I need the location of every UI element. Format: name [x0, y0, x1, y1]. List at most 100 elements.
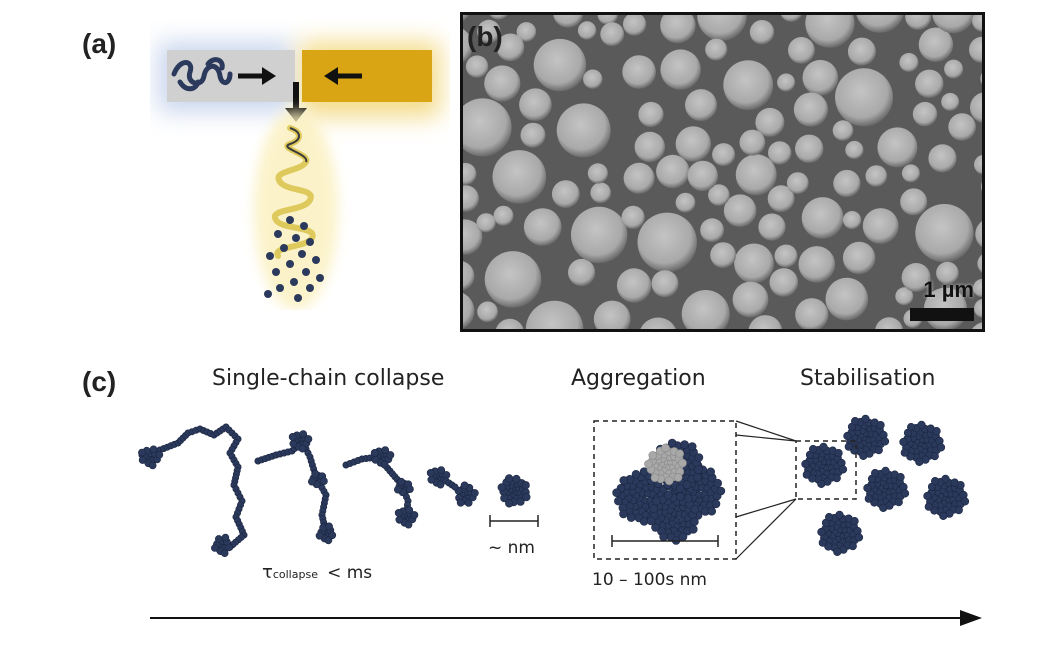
sem-sphere: [767, 185, 795, 213]
polymer-chain-partial-1: [288, 432, 297, 441]
sem-sphere: [484, 65, 521, 102]
collapsed-nanoparticle: [521, 481, 530, 490]
scale-bar-label: 1 µm: [923, 277, 974, 302]
polymer-chain-partial-1: [315, 531, 324, 540]
polymer-chain-partial-2: [393, 485, 402, 494]
sem-sphere: [749, 20, 775, 45]
stabilised-nanoparticle: [917, 420, 926, 430]
sem-sphere: [553, 15, 584, 28]
sem-sphere: [856, 15, 904, 33]
collapsed-nanoparticle: [500, 493, 509, 503]
sem-sphere: [568, 258, 596, 287]
polymer-chain-partial-1: [307, 477, 316, 486]
sem-sphere: [918, 27, 954, 62]
collapsed-nanoparticle: [505, 499, 514, 508]
polymer-chain-collapsing: [426, 469, 435, 477]
polymer-chain-extended: [225, 543, 233, 552]
stabilised-nanoparticle: [880, 437, 890, 446]
sem-sphere: [835, 68, 893, 127]
stabilised-nanoparticle: [906, 423, 916, 432]
sem-sphere: [862, 208, 899, 244]
sem-sphere: [623, 162, 655, 194]
sem-sphere: [520, 122, 546, 148]
sem-sphere: [622, 55, 656, 89]
sem-sphere: [656, 154, 690, 189]
aggregate-core: [690, 517, 699, 526]
stabilised-nanoparticle: [923, 491, 932, 501]
polymer-chain-partial-2: [394, 509, 403, 517]
stabilised-nanoparticle: [874, 445, 883, 455]
polymer-chain-partial-2: [405, 506, 414, 514]
sem-sphere: [974, 299, 982, 318]
sem-micrograph: (b) 1 µm: [460, 12, 985, 332]
aggregate-highlight: [675, 449, 685, 459]
polymer-chain-partial-2: [410, 511, 419, 519]
sem-sphere: [477, 301, 498, 323]
collapsed-nanoparticle: [505, 474, 514, 483]
sem-sphere: [705, 38, 728, 61]
stabilised-nanoparticle: [824, 512, 834, 522]
aggregate-highlight: [648, 451, 658, 460]
polymer-chain-partial-1: [299, 430, 308, 438]
sem-sphere: [755, 107, 785, 137]
sem-sphere: [495, 318, 524, 329]
right-arrow-icon: [238, 67, 276, 85]
sem-sphere: [590, 182, 611, 204]
sem-sphere: [516, 22, 537, 42]
sem-sphere: [523, 208, 562, 246]
aggregate-core: [675, 484, 685, 493]
stabilised-nanoparticle: [879, 503, 888, 512]
aggregate-core: [619, 509, 628, 519]
sem-sphere: [493, 205, 514, 226]
aggregate-core: [716, 486, 726, 496]
stabilised-nanoparticle: [939, 511, 948, 520]
aggregate-core: [694, 453, 704, 462]
aggregate-core: [713, 478, 723, 488]
aggregate-highlight: [673, 473, 683, 482]
sem-sphere: [660, 15, 696, 44]
sem-sphere: [768, 141, 792, 165]
polymer-chain-collapsing: [451, 483, 459, 491]
sem-sphere: [489, 15, 508, 20]
stabilised-nanoparticle: [930, 476, 940, 486]
aggregate-core: [667, 438, 677, 448]
polymer-chain-collapsing: [437, 466, 446, 474]
sem-sphere: [697, 15, 747, 41]
aggregate-core: [688, 525, 698, 534]
aggregate-core: [687, 442, 697, 451]
aggregate-highlight: [650, 473, 660, 482]
sem-sphere: [972, 322, 982, 329]
stage-heading-stabilisation: Stabilisation: [800, 366, 936, 391]
sem-sphere: [832, 120, 854, 141]
polymer-chain-collapsing: [436, 480, 445, 489]
polymer-coil-icon: [171, 57, 233, 92]
stabilised-nanoparticle: [876, 421, 885, 430]
stabilised-nanoparticle: [899, 437, 908, 447]
sem-sphere: [793, 92, 828, 127]
sem-sphere: [769, 268, 799, 297]
polymer-chain-partial-1: [289, 439, 298, 448]
sem-sphere: [941, 92, 960, 111]
aggregate-highlight: [644, 459, 653, 469]
sem-sphere: [739, 129, 766, 156]
stabilised-nanoparticle: [915, 457, 924, 467]
sem-sphere: [915, 69, 944, 98]
stabilised-nanoparticle: [832, 473, 841, 483]
sem-sphere: [651, 270, 679, 298]
sem-sphere: [476, 213, 496, 233]
sem-sphere: [845, 140, 864, 160]
sem-sphere: [780, 15, 803, 22]
sem-sphere: [634, 131, 665, 163]
zoom-line-bottom: [735, 498, 797, 560]
aggregate-core: [690, 505, 700, 514]
collapse-process-diagram: [138, 414, 982, 626]
aggregate-core: [663, 490, 673, 500]
aggregate-core: [676, 492, 685, 501]
sem-sphere: [519, 88, 552, 121]
stabilised-nanoparticle: [954, 505, 963, 515]
sem-sphere: [899, 53, 919, 72]
sem-sphere: [972, 15, 982, 32]
sem-sphere: [551, 180, 580, 209]
particle-size-scale: [489, 515, 539, 527]
aggregate-core: [614, 496, 623, 506]
